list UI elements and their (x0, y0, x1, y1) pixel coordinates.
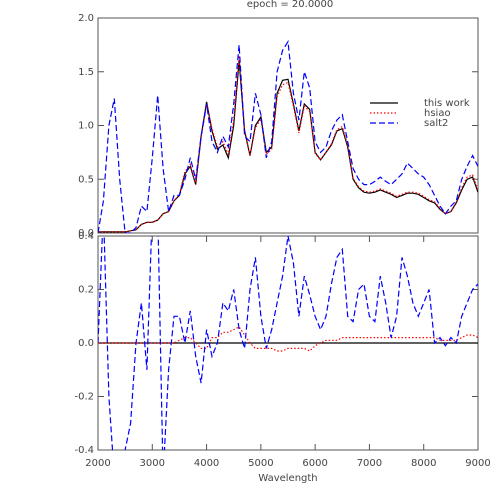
x-tick-label: 7000 (357, 458, 382, 469)
x-tick-label: 6000 (302, 458, 327, 469)
y-tick-label: -0.2 (74, 392, 94, 403)
y-tick-label: 0.0 (78, 228, 94, 239)
y-tick-label: -0.4 (74, 445, 94, 456)
series-line (98, 326, 478, 352)
y-tick-label: 1.5 (78, 67, 94, 78)
y-tick-label: 0.2 (78, 285, 94, 296)
x-tick-label: 3000 (140, 458, 165, 469)
plot-area (98, 39, 478, 233)
series-line (98, 236, 478, 450)
x-tick-label: 9000 (465, 458, 490, 469)
y-tick-label: 0.5 (78, 174, 94, 185)
y-tick-label: 0.0 (78, 338, 94, 349)
legend-label: salt2 (424, 118, 448, 129)
x-tick-label: 5000 (248, 458, 273, 469)
chart-title: epoch = 20.0000 (247, 0, 334, 10)
x-tick-label: 4000 (194, 458, 219, 469)
x-tick-label: 8000 (411, 458, 436, 469)
y-tick-label: 2.0 (78, 13, 94, 24)
legend-label: hsiao (424, 108, 451, 119)
series-line (98, 60, 478, 233)
plot-area (98, 236, 478, 450)
x-axis-label: Wavelength (258, 473, 317, 484)
y-tick-label: 0.4 (78, 231, 94, 242)
series-line (98, 39, 478, 233)
legend-label: this work (424, 98, 470, 109)
y-tick-label: 1.0 (78, 121, 94, 132)
x-tick-label: 2000 (85, 458, 110, 469)
